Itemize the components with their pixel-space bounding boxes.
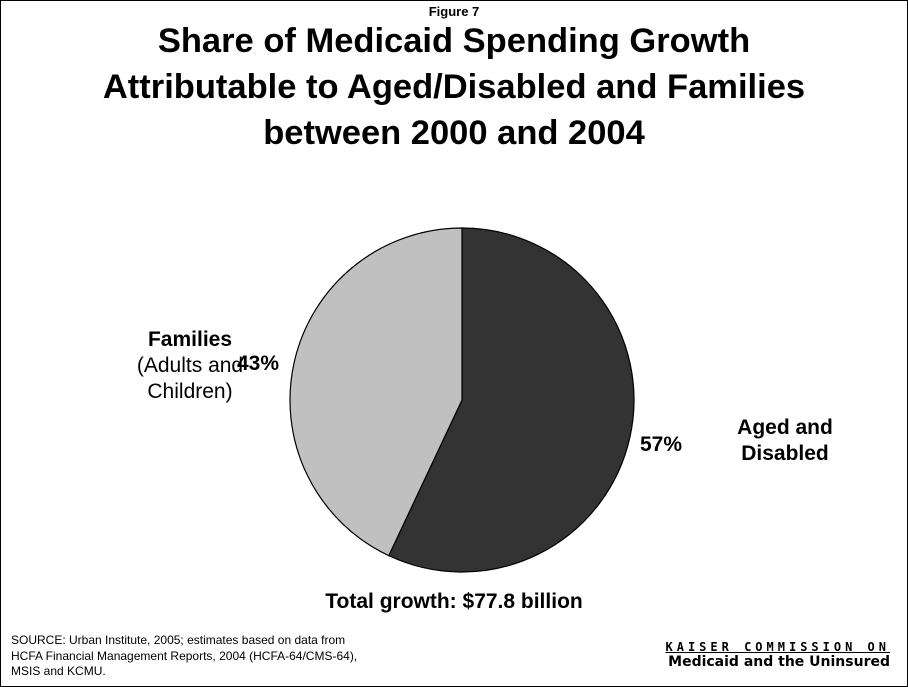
aged-label-line1: Aged and xyxy=(737,416,833,439)
logo-top-text: KAISER COMMISSION ON xyxy=(665,640,890,654)
aged-label-line2: Disabled xyxy=(741,442,829,465)
chart-title: Share of Medicaid Spending Growth Attrib… xyxy=(10,18,898,156)
title-line-3: between 2000 and 2004 xyxy=(263,114,645,152)
aged-label: Aged and Disabled xyxy=(720,415,850,467)
source-line-2: HCFA Financial Management Reports, 2004 … xyxy=(11,648,358,663)
families-label: Families (Adults and Children) xyxy=(120,327,260,405)
families-label-sub1: (Adults and xyxy=(136,354,244,377)
source-line-3: MSIS and KCMU. xyxy=(11,664,106,678)
families-percent-label: 43% xyxy=(237,352,280,375)
title-line-1: Share of Medicaid Spending Growth xyxy=(157,22,751,60)
families-label-sub2: Children) xyxy=(147,380,233,403)
total-growth-label: Total growth: $77.8 billion xyxy=(325,590,583,613)
kaiser-logo: KAISER COMMISSION ON Medicaid and the Un… xyxy=(560,640,891,670)
source-line-1: SOURCE: Urban Institute, 2005; estimates… xyxy=(11,633,346,647)
figure-label: Figure 7 xyxy=(428,4,480,19)
title-line-2: Attributable to Aged/Disabled and Famili… xyxy=(102,68,806,106)
source-note: SOURCE: Urban Institute, 2005; estimates… xyxy=(11,633,451,680)
pie-slice-aged-and-disabled xyxy=(387,227,635,573)
families-label-main: Families xyxy=(147,328,233,351)
aged-percent-label: 57% xyxy=(640,433,683,456)
pie-slice-families xyxy=(289,227,463,557)
logo-bottom-text: Medicaid and the Uninsured xyxy=(668,654,890,670)
